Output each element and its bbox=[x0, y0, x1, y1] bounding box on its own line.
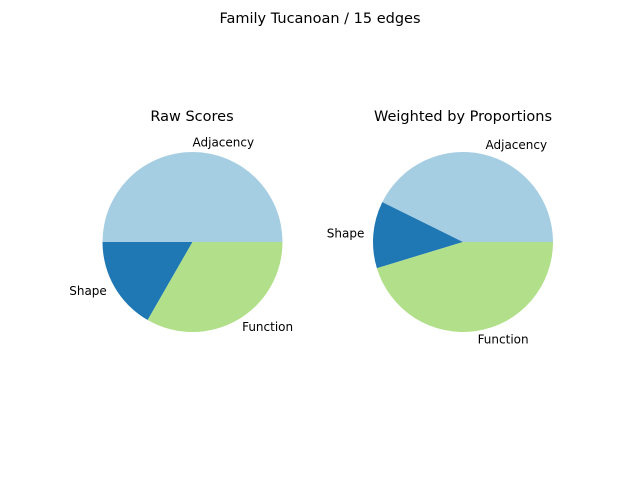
figure-suptitle: Family Tucanoan / 15 edges bbox=[219, 11, 420, 27]
pie-label-adjacency: Adjacency bbox=[193, 136, 255, 150]
pie-label-shape: Shape bbox=[327, 226, 365, 240]
pie-slice-function bbox=[147, 242, 283, 333]
pie-label-function: Function bbox=[242, 320, 293, 334]
pie-slice-adjacency bbox=[102, 152, 283, 242]
pie-label-adjacency: Adjacency bbox=[486, 138, 548, 152]
pie-chart-raw-scores: Raw Scores Adjacency Shape Function bbox=[69, 109, 293, 334]
pie-slice-shape bbox=[372, 202, 463, 269]
pie-title: Weighted by Proportions bbox=[374, 109, 552, 125]
pie-label-function: Function bbox=[478, 332, 529, 346]
pie-slice-adjacency bbox=[382, 152, 553, 242]
pie-label-shape: Shape bbox=[69, 284, 107, 298]
pie-slice-shape bbox=[102, 242, 193, 321]
pie-slice-function bbox=[376, 242, 553, 333]
pie-title: Raw Scores bbox=[150, 109, 233, 125]
pie-chart-weighted-by-proportions: Weighted by Proportions Adjacency Shape Fu… bbox=[327, 109, 553, 346]
